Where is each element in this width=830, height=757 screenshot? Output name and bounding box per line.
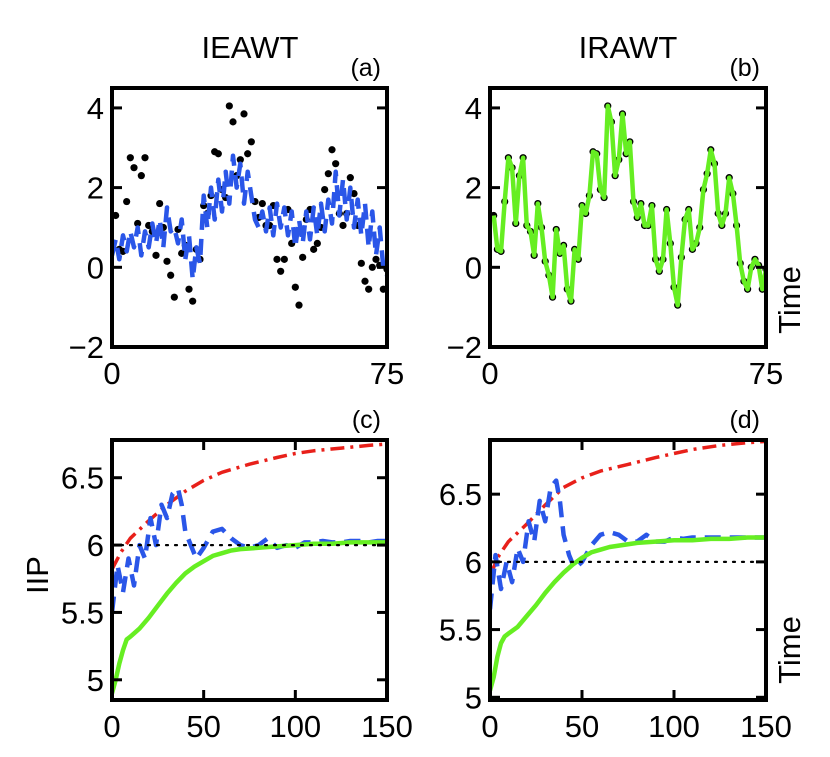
panel-c-xtick-label: 50 [186,709,220,744]
panel-a-series-observations-point [244,150,252,158]
panel-b-ytick-label: 0 [465,250,482,285]
panel-a-series-observations-point [324,170,332,178]
panel-a-series-observations-point [299,253,307,261]
panel-a-series-observations [112,102,387,309]
panel-a-series-observations-point [273,255,281,263]
panel-b-axes-frame [488,86,768,349]
panel-a-series-observations-point [291,283,299,291]
panel-c-xtick-label: 100 [269,709,321,744]
panel-a-series-observations-point [332,160,340,168]
panel-a-series-ieawt-fit [112,153,387,282]
panel-a-title: IEAWT [201,30,298,65]
panel-a-series-observations-point [258,199,266,208]
panel-b-xtick-label: 0 [481,356,498,391]
panel-a-series-observations-point [236,156,244,164]
panel-a-label: (a) [350,54,381,82]
panel-a-series-observations-point [130,164,138,172]
panel-c-xtick-label: 150 [361,709,413,744]
panel-c-plot-area [112,442,387,694]
panel-a-series-observations-point [346,174,354,182]
panel-b-ytick-label: 4 [465,91,482,126]
panel-a-series-observations-point [167,271,175,279]
panel-c: 0 50 100 150 5 5.5 6 6.5 (c) [61,406,413,744]
panel-a-series-observations-point [280,255,288,263]
panel-a-xtick-label: 75 [370,356,404,391]
panel-a-series-observations-point [178,249,186,257]
panel-d-axes-frame [488,438,768,702]
panel-c-xtick-label: 0 [103,709,120,744]
panel-a-series-observations-point [141,154,149,162]
panel-c-axes-frame [110,438,389,702]
panel-b-title: IRAWT [579,30,678,65]
panel-a-series-observations-point [277,267,285,275]
panel-c-label: (c) [352,406,381,434]
panel-b-series-irawt-fit [491,103,766,308]
panel-a-ytick-label: 4 [87,91,104,126]
panel-a-ytick-label: −2 [69,330,104,365]
panel-a-series-observations-point [328,146,336,154]
panel-d-plot-area [490,440,766,692]
panel-a-series-observations-point [126,154,134,162]
panel-c-ytick-label: 6 [87,528,104,563]
panel-a-series-observations-point [310,245,318,253]
panel-a-series-observations-point [372,255,380,263]
panel-a-series-observations-point [321,186,329,194]
panel-a-series-observations-point [247,138,255,146]
panel-a-series-observations-point [152,251,160,259]
panel-d-xtick-label: 150 [740,709,792,744]
panel-a-axes-frame [110,86,389,349]
panel-b-ytick-label: −2 [447,330,482,365]
panel-a-series-observations-point [339,221,347,230]
panel-d-xtick-label: 100 [648,709,700,744]
panel-d: 0 50 100 150 5 5.5 6 6.5 (d) [439,406,792,744]
panel-a-series-observations-point [137,172,145,180]
panel-a-series-observations-point [189,297,197,305]
panel-d-label: (d) [729,406,760,434]
panel-a-series-observations-point [185,285,193,293]
panel-a-series-observations-point [361,277,369,285]
panel-a-series-observations-point [123,197,131,206]
panel-a-ytick-label: 2 [87,171,104,206]
panel-a-xtick-label: 0 [103,356,120,391]
panel-a-series-observations-point [368,263,376,271]
panel-a-series-observations-point [170,293,178,301]
panel-a-series-observations-point [134,219,142,228]
panel-c-series-irawt [112,540,387,694]
panel-c-ytick-label: 5.5 [61,595,104,630]
panel-d-ytick-label: 6 [465,545,482,580]
panel-a-plot-area [112,102,387,309]
panel-b-xtick-label: 75 [749,356,783,391]
panel-d-ytick-label: 5 [465,680,482,715]
panel-a-series-observations-point [350,189,358,198]
panel-a-series-observations-point [229,118,237,126]
panel-b-ytick-label: 2 [465,171,482,206]
panel-b-plot-area [490,102,766,309]
panel-d-ytick-label: 5.5 [439,613,482,648]
panel-d-series-upper-bound [490,440,766,577]
panel-a-series-observations-point [313,239,321,247]
panel-a-series-observations-point [214,150,222,158]
panel-a-series-observations-point [156,199,164,208]
panel-a-series-observations-point [295,301,303,309]
panel-a-series-observations-point [365,285,373,293]
panel-a-ytick-label: 0 [87,250,104,285]
panel-d-series-irawt [490,535,766,692]
panel-d-ytick-label: 6.5 [439,477,482,512]
panel-b-label: (b) [729,54,760,82]
panel-c-ytick-label: 6.5 [61,461,104,496]
iip-label: IIP [20,556,55,594]
panel-a-series-observations-point [163,257,171,265]
panel-a-series-observations-point [225,102,233,110]
panel-c-series-upper-bound [112,442,387,571]
panel-c-ytick-label: 5 [87,663,104,698]
panel-d-xtick-label: 50 [565,709,599,744]
panel-a-series-observations-point [357,259,365,267]
time-label-top: Time [772,266,807,334]
panel-d-xtick-label: 0 [481,709,498,744]
panel-a-series-observations-point [240,110,248,118]
time-label-bottom: Time [772,616,807,684]
